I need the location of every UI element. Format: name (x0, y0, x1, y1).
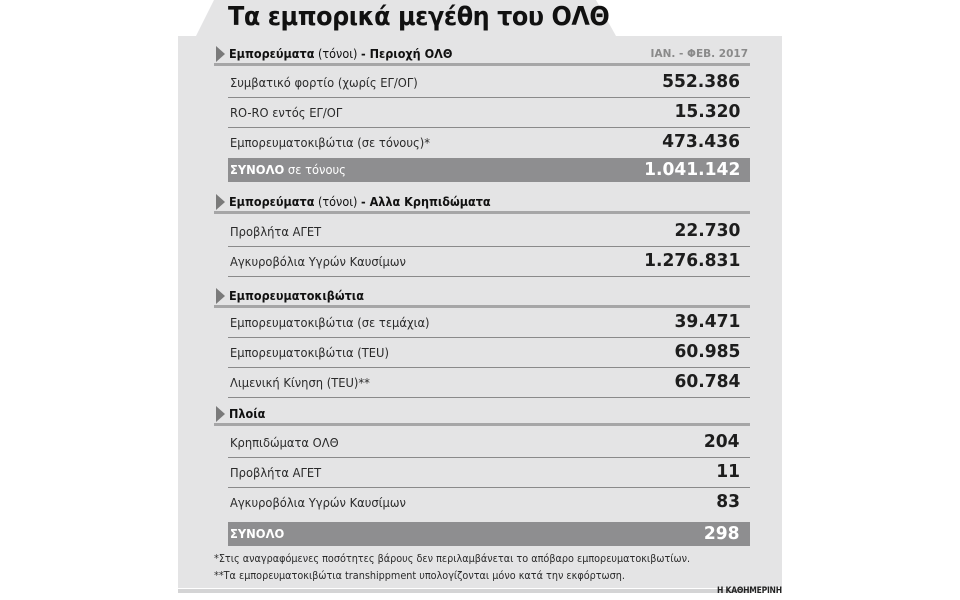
footnote: **Τα εμπορευματοκιβώτια transhippment υπ… (214, 570, 625, 582)
section-title: Εμπορεύματα (229, 194, 315, 209)
row-value: 1.276.831 (643, 250, 740, 271)
total-unit: σε τόνους (284, 162, 346, 177)
row-label: Κρηπιδώματα ΟΛΘ (230, 435, 339, 450)
footnote: *Στις αναγραφόμενες ποσότητες βάρους δεν… (214, 553, 691, 565)
source-credit: Η ΚΑΘΗΜΕΡΙΝΗ (717, 586, 782, 596)
table-row: Αγκυροβόλια Υγρών Καυσίμων 1.276.831 (228, 247, 750, 277)
total-value: 1.041.142 (643, 159, 740, 180)
section-header-containers: Εμπορευματοκιβώτια (214, 284, 750, 308)
section-title: Πλοία (229, 406, 266, 421)
total-label: ΣΥΝΟΛΟ (230, 526, 285, 541)
triangle-arrow-icon (216, 288, 225, 304)
row-value: 204 (704, 431, 740, 452)
section-header-ships: Πλοία (214, 402, 750, 426)
table-row: Αγκυροβόλια Υγρών Καυσίμων 83 (228, 488, 750, 518)
row-value: 22.730 (674, 220, 740, 241)
table-row: Προβλήτα ΑΓΕΤ 22.730 (228, 217, 750, 247)
table-row: Λιμενική Κίνηση (TEU)** 60.784 (228, 368, 750, 398)
row-value: 552.386 (662, 71, 740, 92)
table-row: Εμπορευματοκιβώτια (TEU) 60.985 (228, 338, 750, 368)
section-unit: (τόνοι) (314, 194, 361, 209)
triangle-arrow-icon (216, 46, 225, 62)
row-label: Εμπορευματοκιβώτια (σε τεμάχια) (230, 315, 430, 330)
total-row: ΣΥΝΟΛΟ 298 (228, 522, 750, 546)
triangle-arrow-icon (216, 406, 225, 422)
row-value: 473.436 (662, 131, 740, 152)
period-label: ΙΑΝ. - ΦΕΒ. 2017 (650, 48, 748, 60)
row-label: Προβλήτα ΑΓΕΤ (230, 465, 322, 480)
row-label: Εμπορευματοκιβώτια (TEU) (230, 345, 389, 360)
triangle-arrow-icon (216, 194, 225, 210)
section-unit: (τόνοι) (314, 46, 361, 61)
row-value: 39.471 (674, 311, 740, 332)
row-value: 83 (716, 491, 740, 512)
section-title: Εμπορευματοκιβώτια (229, 288, 364, 303)
total-label: ΣΥΝΟΛΟ (230, 162, 285, 177)
section-header-cargo-other-quays: Εμπορεύματα (τόνοι) - Αλλα Κρηπιδώματα (214, 190, 750, 214)
table-panel (178, 36, 782, 588)
section-header-cargo-olth: Εμπορεύματα (τόνοι) - Περιοχή ΟΛΘ ΙΑΝ. -… (214, 42, 750, 66)
table-row: Προβλήτα ΑΓΕΤ 11 (228, 458, 750, 488)
table-row: RO-RO εντός ΕΓ/ΟΓ 15.320 (228, 98, 750, 128)
total-row: ΣΥΝΟΛΟ σε τόνους 1.041.142 (228, 158, 750, 182)
table-row: Εμπορευματοκιβώτια (σε τεμάχια) 39.471 (228, 308, 750, 338)
page-title: Τα εμπορικά μεγέθη του ΟΛΘ (228, 2, 610, 32)
total-value: 298 (704, 523, 740, 544)
section-title: Εμπορεύματα (229, 46, 315, 61)
row-label: Λιμενική Κίνηση (TEU)** (230, 375, 370, 390)
row-label: RO-RO εντός ΕΓ/ΟΓ (230, 105, 343, 120)
row-label: Προβλήτα ΑΓΕΤ (230, 224, 322, 239)
table-row: Εμπορευματοκιβώτια (σε τόνους)* 473.436 (228, 128, 750, 158)
row-label: Εμπορευματοκιβώτια (σε τόνους)* (230, 135, 430, 150)
row-label: Αγκυροβόλια Υγρών Καυσίμων (230, 495, 406, 510)
row-label: Συμβατικό φορτίο (χωρίς ΕΓ/ΟΓ) (230, 75, 418, 90)
title-tab-background (196, 0, 616, 36)
bottom-divider (178, 589, 752, 593)
row-value: 60.985 (674, 341, 740, 362)
row-label: Αγκυροβόλια Υγρών Καυσίμων (230, 254, 406, 269)
table-row: Κρηπιδώματα ΟΛΘ 204 (228, 428, 750, 458)
row-value: 60.784 (674, 371, 740, 392)
row-value: 15.320 (674, 101, 740, 122)
row-value: 11 (716, 461, 740, 482)
section-subtitle: - Αλλα Κρηπιδώματα (360, 194, 491, 209)
table-row: Συμβατικό φορτίο (χωρίς ΕΓ/ΟΓ) 552.386 (228, 68, 750, 98)
section-subtitle: - Περιοχή ΟΛΘ (360, 46, 453, 61)
